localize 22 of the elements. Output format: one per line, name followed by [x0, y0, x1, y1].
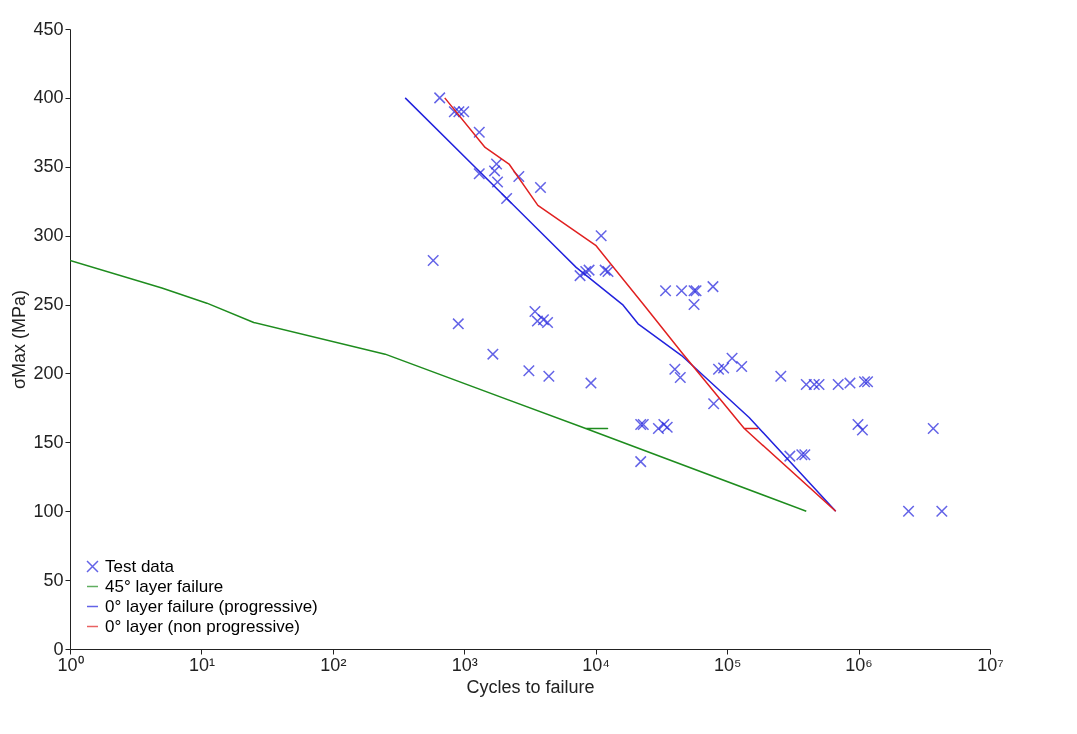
y-tick-label: 400	[33, 87, 64, 108]
x-tick-label: 10⁷	[977, 654, 1004, 675]
y-tick-label: 350	[33, 156, 64, 177]
x-tick-label: 10⁴	[582, 654, 611, 675]
y-tick-label: 300	[33, 225, 64, 246]
x-axis-title: Cycles to failure	[466, 676, 595, 697]
y-tick-label: 150	[33, 431, 64, 452]
y-axis-title: σMax (MPa)	[9, 289, 30, 390]
x-tick-label: 10²	[320, 654, 347, 675]
y-tick-label: 100	[33, 500, 64, 521]
x-tick-label: 10¹	[188, 654, 215, 675]
x-tick-label: 10⁵	[713, 654, 742, 675]
x-tick-label: 10⁶	[845, 654, 873, 675]
legend-label: 45° layer failure	[105, 576, 224, 596]
y-tick-label: 200	[33, 362, 64, 383]
y-tick-label: 450	[33, 18, 64, 39]
x-tick-label: 10³	[451, 654, 478, 675]
legend-label: 0° layer (non progressive)	[105, 616, 300, 636]
legend-label: 0° layer failure (progressive)	[105, 596, 318, 616]
y-tick-label: 50	[43, 569, 64, 590]
legend-label: Test data	[105, 556, 175, 576]
y-tick-label: 250	[33, 294, 64, 315]
